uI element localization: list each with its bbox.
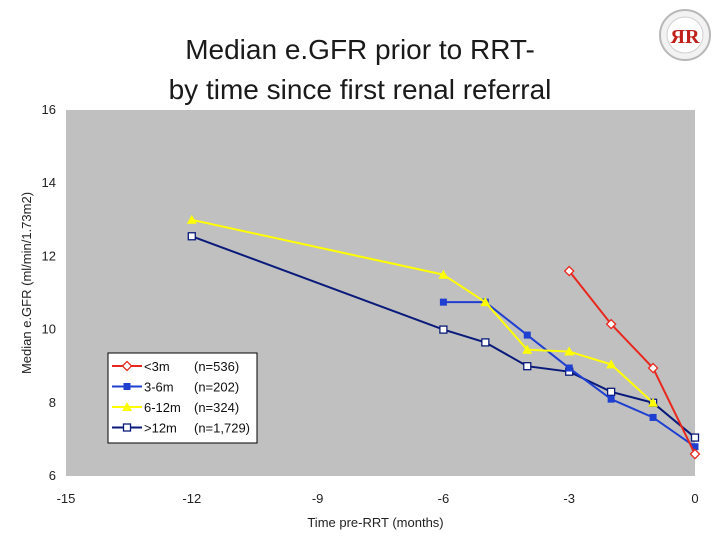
data-point-612m bbox=[438, 269, 449, 279]
series-line-12m bbox=[191, 235, 696, 439]
data-point-3m bbox=[689, 448, 701, 460]
legend-label: 3-6m bbox=[144, 380, 174, 395]
legend-count: (n=324) bbox=[194, 400, 239, 415]
legend-label: 6-12m bbox=[144, 400, 181, 415]
data-point-36m bbox=[565, 364, 573, 372]
legend: <3m (n=536) 3-6m (n=202) 6-12m (n=324) >12m (n=… bbox=[107, 352, 258, 444]
y-tick-label: 12 bbox=[42, 248, 56, 263]
chart-title-line-2: by time since first renal referral bbox=[168, 74, 552, 105]
data-point-3m bbox=[647, 362, 659, 374]
series-3m bbox=[563, 265, 701, 460]
legend-marker bbox=[122, 402, 132, 411]
legend-item-12m: >12m (n=1,729) bbox=[112, 421, 250, 436]
chart-title-line-1: Median e.GFR prior to RRT- bbox=[185, 34, 535, 65]
legend-marker bbox=[123, 383, 131, 390]
data-point-612m bbox=[186, 214, 197, 224]
data-point-12m bbox=[481, 338, 490, 347]
x-axis: -15 -12 -9 -6 -3 0 bbox=[57, 491, 699, 506]
data-point-12m bbox=[690, 433, 700, 442]
y-tick-label: 8 bbox=[49, 395, 56, 410]
data-point-612m bbox=[564, 346, 575, 356]
legend-marker bbox=[122, 423, 132, 432]
data-point-3m bbox=[605, 318, 617, 330]
data-point-612m bbox=[480, 297, 491, 307]
data-point-3m bbox=[563, 265, 575, 277]
series-612m bbox=[186, 214, 659, 407]
x-tick-label: -9 bbox=[312, 491, 324, 506]
x-tick-label: -15 bbox=[57, 491, 76, 506]
renal-registry-logo: ЯR bbox=[659, 9, 711, 61]
y-tick-label: 14 bbox=[42, 175, 56, 190]
x-tick-label: -3 bbox=[563, 491, 575, 506]
data-point-612m bbox=[522, 344, 533, 354]
legend-label: >12m bbox=[144, 421, 177, 436]
legend-count: (n=1,729) bbox=[194, 421, 250, 436]
legend-item-612m: 6-12m (n=324) bbox=[112, 400, 239, 415]
chart-title: Median e.GFR prior to RRT- by time since… bbox=[0, 30, 720, 110]
x-tick-label: 0 bbox=[691, 491, 698, 506]
data-point-12m bbox=[606, 387, 616, 396]
data-point-36m bbox=[439, 298, 447, 306]
data-point-36m bbox=[607, 395, 615, 403]
y-axis: 6 8 10 12 14 16 bbox=[42, 102, 56, 483]
legend-marker bbox=[121, 360, 133, 372]
data-point-12m bbox=[439, 325, 448, 334]
data-point-36m bbox=[523, 331, 531, 339]
legend-label: <3m bbox=[144, 359, 170, 374]
y-tick-label: 10 bbox=[42, 322, 56, 337]
y-tick-label: 16 bbox=[42, 102, 56, 117]
x-tick-label: -6 bbox=[438, 491, 450, 506]
legend-item-3m: <3m (n=536) bbox=[112, 359, 239, 374]
logo-text: ЯR bbox=[671, 26, 700, 48]
y-tick-label: 6 bbox=[49, 468, 56, 483]
series-line-3m bbox=[568, 270, 696, 455]
x-tick-label: -12 bbox=[182, 491, 201, 506]
data-point-612m bbox=[606, 359, 617, 369]
x-axis-label: Time pre-RRT (months) bbox=[307, 515, 443, 530]
y-axis-label: Median e.GFR (ml/min/1.73m2) bbox=[19, 192, 34, 374]
series-layer bbox=[186, 214, 701, 460]
data-point-36m bbox=[649, 413, 657, 421]
data-point-12m bbox=[187, 232, 196, 241]
legend-count: (n=536) bbox=[194, 359, 239, 374]
legend-item-36m: 3-6m (n=202) bbox=[112, 380, 239, 395]
legend-count: (n=202) bbox=[194, 380, 239, 395]
data-point-612m bbox=[648, 397, 659, 407]
data-point-36m bbox=[691, 443, 699, 451]
data-point-12m bbox=[523, 362, 532, 371]
